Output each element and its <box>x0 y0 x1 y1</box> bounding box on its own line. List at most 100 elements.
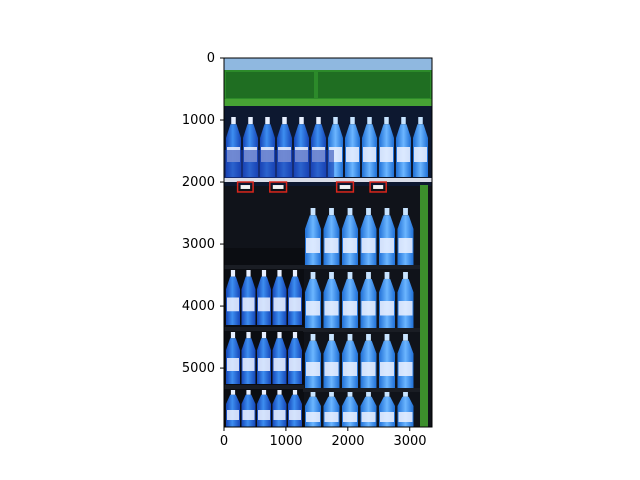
annotation-layer <box>236 181 387 193</box>
bottle-label <box>398 362 413 376</box>
bottle-cap <box>310 392 316 397</box>
bottle-label <box>324 238 339 253</box>
bottle-cap <box>310 334 316 341</box>
bottle-cap <box>384 208 390 216</box>
bottle-label <box>363 147 376 162</box>
bottle-label <box>346 147 359 162</box>
bottle-cap <box>403 208 408 216</box>
bottle <box>360 334 377 390</box>
bottle-cap <box>366 272 371 279</box>
bottle <box>379 272 395 330</box>
bottle <box>241 332 256 384</box>
y-tick-label: 2000 <box>182 175 215 190</box>
bottle <box>396 117 411 177</box>
bottle-label <box>227 410 239 420</box>
bottle-cap <box>367 117 372 125</box>
bottle <box>288 270 302 325</box>
bottle <box>241 390 256 427</box>
bottle-cap <box>282 117 287 125</box>
bottle-cap <box>384 117 389 125</box>
bottle-cap <box>246 270 251 277</box>
bottle <box>272 390 287 427</box>
shelf-divider <box>224 385 304 389</box>
bottle-label <box>380 301 394 316</box>
annotation-box <box>236 181 254 193</box>
bottle <box>362 117 377 177</box>
bottle-cap <box>384 334 390 341</box>
bottle-cap <box>403 272 408 279</box>
bottle-label <box>361 412 376 422</box>
bottle <box>257 332 271 384</box>
annotation-box <box>369 181 387 193</box>
bottle-label <box>289 410 301 420</box>
bottle-label <box>380 238 394 253</box>
shelf-divider <box>224 327 304 331</box>
bottle-cap <box>347 272 353 279</box>
bottle-label <box>324 362 339 376</box>
bottle <box>257 270 271 325</box>
x-tick-label: 2000 <box>331 434 364 449</box>
bottle-label <box>227 358 239 371</box>
bottle <box>305 208 321 268</box>
upper-shelf-edge <box>224 99 432 106</box>
bottle <box>397 272 414 330</box>
bottle-label <box>227 297 239 312</box>
bottle-cap <box>418 117 423 125</box>
bottle-cap <box>366 208 371 216</box>
bottle-label <box>343 238 357 253</box>
y-tick-label: 5000 <box>182 361 215 376</box>
price-tag <box>339 185 351 189</box>
x-tick-label: 3000 <box>393 434 426 449</box>
bottle-cap <box>277 270 282 277</box>
bottle <box>257 390 271 427</box>
bottle <box>342 334 358 390</box>
bottle <box>226 390 240 427</box>
y-tick-label: 1000 <box>182 113 215 128</box>
bottle <box>323 208 340 268</box>
bottle-label <box>361 362 376 376</box>
bottle-cap <box>265 117 270 125</box>
bottle-label <box>398 412 413 422</box>
bottle <box>360 272 377 330</box>
bottle <box>272 270 287 325</box>
x-tick-label: 0 <box>220 434 228 449</box>
bottle-cap <box>384 272 390 279</box>
upper-shelf-rail <box>224 178 432 182</box>
bottle-cap <box>316 117 321 125</box>
bottle <box>305 334 321 390</box>
bottle-cap <box>292 332 298 339</box>
bottle <box>305 272 321 330</box>
bottle-cap <box>403 334 408 341</box>
x-tick-label: 1000 <box>269 434 302 449</box>
bottle <box>360 392 377 427</box>
bottle <box>226 332 240 384</box>
lower-bottle-rows <box>224 208 420 427</box>
shelf-photo <box>224 58 432 427</box>
bottle-cap <box>401 117 406 125</box>
bottle-label <box>289 297 301 312</box>
bottle <box>345 117 360 177</box>
bottle <box>288 332 302 384</box>
bottle-label <box>242 297 255 312</box>
bottle-label <box>242 358 255 371</box>
bottle-cap <box>310 208 316 216</box>
bottle-label <box>289 358 301 371</box>
bottle <box>241 270 256 325</box>
bottle <box>342 208 358 268</box>
bottle-cap <box>329 208 334 216</box>
bottle-label <box>361 238 376 253</box>
bottle-label <box>414 147 427 162</box>
shelf-divider <box>303 388 420 392</box>
bottle-cap <box>299 117 304 125</box>
bottle-cap <box>246 332 251 339</box>
upper-blue-crate <box>224 150 334 180</box>
bottle-label <box>398 301 413 316</box>
bottle-cap <box>230 332 236 339</box>
axes-frame <box>223 57 433 428</box>
bottle-cap <box>384 392 390 397</box>
bottle-cap <box>277 332 282 339</box>
bottle <box>323 392 340 427</box>
bottle-cap <box>277 390 282 395</box>
bottle-cap <box>248 117 253 125</box>
